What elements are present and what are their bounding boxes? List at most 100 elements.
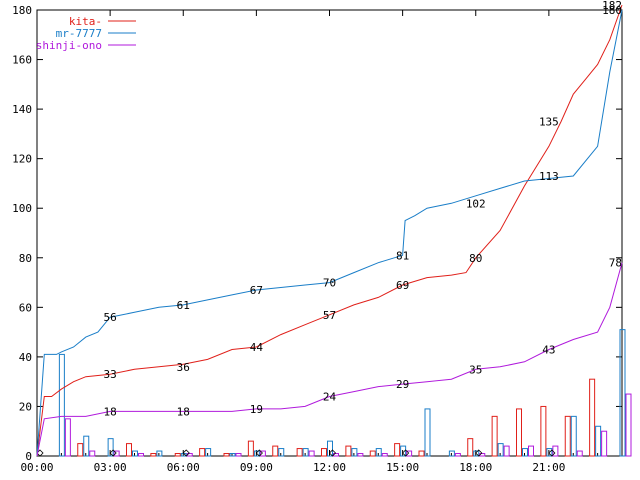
- x-tick-label: 00:00: [20, 461, 53, 474]
- series-line: [36, 4, 623, 457]
- hourly-bar: [199, 448, 206, 457]
- y-tick-label: 140: [12, 103, 32, 116]
- hourly-bar: [448, 450, 455, 457]
- hourly-bar: [467, 438, 474, 457]
- hourly-bar: [497, 443, 504, 457]
- hourly-bar: [132, 450, 138, 457]
- legend-label: shinji-ono: [36, 39, 102, 52]
- hourly-bar: [327, 440, 333, 457]
- y-tick-label: 40: [19, 351, 32, 364]
- data-label: 36: [177, 361, 190, 374]
- y-tick-label: 60: [19, 301, 32, 314]
- y-tick-label: 100: [12, 202, 32, 215]
- hourly-bar: [601, 430, 608, 457]
- hourly-bar: [522, 448, 528, 457]
- hour-marker: [255, 449, 263, 457]
- x-tick-label: 18:00: [459, 461, 492, 474]
- hourly-bar: [302, 448, 309, 457]
- hour-marker: [109, 449, 117, 457]
- data-label: 182: [602, 0, 622, 12]
- hourly-bar: [503, 445, 510, 457]
- hourly-bar: [235, 453, 242, 457]
- hourly-bar: [625, 393, 632, 457]
- hourly-bar: [308, 450, 315, 457]
- data-label: 67: [250, 284, 263, 297]
- x-tick-label: 21:00: [532, 461, 565, 474]
- hourly-bar: [528, 445, 534, 457]
- hourly-bar: [113, 450, 120, 457]
- data-label: 102: [466, 197, 486, 210]
- y-tick-label: 0: [25, 450, 32, 463]
- y-tick-label: 120: [12, 153, 32, 166]
- hourly-bar: [516, 408, 522, 457]
- data-label: 57: [323, 309, 336, 322]
- y-tick-label: 180: [12, 4, 32, 17]
- hourly-bar: [126, 443, 132, 457]
- plot-frame: [36, 9, 623, 457]
- y-tick-label: 20: [19, 400, 32, 413]
- x-tick-label: 09:00: [240, 461, 273, 474]
- hourly-bar: [174, 453, 181, 457]
- y-tick-label: 80: [19, 252, 32, 265]
- hourly-bar: [64, 418, 71, 457]
- hour-marker: [328, 449, 337, 457]
- hourly-bar: [83, 435, 90, 457]
- data-label: 18: [104, 405, 117, 418]
- hourly-bar: [491, 415, 498, 457]
- hourly-bar: [375, 448, 382, 457]
- hourly-bar: [418, 450, 425, 457]
- data-label: 70: [323, 277, 336, 290]
- hourly-bar: [546, 448, 553, 457]
- hourly-bar: [394, 443, 401, 457]
- hourly-bar: [89, 450, 96, 457]
- data-label: 78: [609, 257, 622, 270]
- hourly-bar: [205, 448, 212, 457]
- y-tick-label: 160: [12, 54, 32, 67]
- data-label: 180: [602, 4, 622, 17]
- hourly-bar: [595, 425, 602, 457]
- hour-marker: [548, 449, 556, 457]
- hour-marker: [475, 449, 483, 457]
- hourly-bar: [570, 415, 577, 457]
- series-line: [36, 9, 623, 457]
- hourly-bar: [357, 453, 364, 457]
- hourly-bar: [156, 450, 163, 457]
- hourly-bar: [400, 445, 407, 457]
- data-label: 113: [539, 170, 559, 183]
- data-label: 56: [104, 311, 117, 324]
- legend-label: mr-7777: [56, 27, 102, 40]
- hourly-bar: [247, 440, 254, 457]
- data-label: 24: [323, 391, 337, 404]
- data-label: 135: [539, 116, 559, 129]
- legend-label: kita-: [69, 15, 102, 28]
- hourly-bar: [345, 445, 352, 457]
- hourly-bar: [351, 448, 358, 457]
- hourly-bar: [564, 415, 571, 457]
- data-label: 80: [469, 252, 482, 265]
- hourly-bar: [223, 453, 230, 457]
- hourly-bar: [296, 448, 303, 457]
- hourly-bar: [272, 445, 279, 457]
- hourly-bar: [278, 448, 285, 457]
- hourly-bar: [107, 438, 114, 457]
- hourly-bar: [424, 408, 431, 457]
- hourly-bar: [589, 378, 596, 457]
- x-tick-label: 03:00: [94, 461, 127, 474]
- data-label: 18: [177, 405, 190, 418]
- data-label: 69: [396, 279, 409, 292]
- hourly-bar: [150, 453, 157, 457]
- hourly-bar: [454, 453, 461, 457]
- hourly-bar: [406, 450, 413, 457]
- data-label: 44: [250, 341, 264, 354]
- hourly-bar: [473, 450, 480, 457]
- hourly-bar: [229, 453, 236, 457]
- hourly-bar: [576, 450, 583, 457]
- data-label: 35: [469, 363, 482, 376]
- hourly-bar: [259, 450, 266, 457]
- hourly-bar: [58, 353, 65, 457]
- hourly-bar: [77, 443, 84, 457]
- data-label: 33: [104, 368, 117, 381]
- hourly-bar: [381, 453, 388, 457]
- hourly-bar: [253, 450, 260, 457]
